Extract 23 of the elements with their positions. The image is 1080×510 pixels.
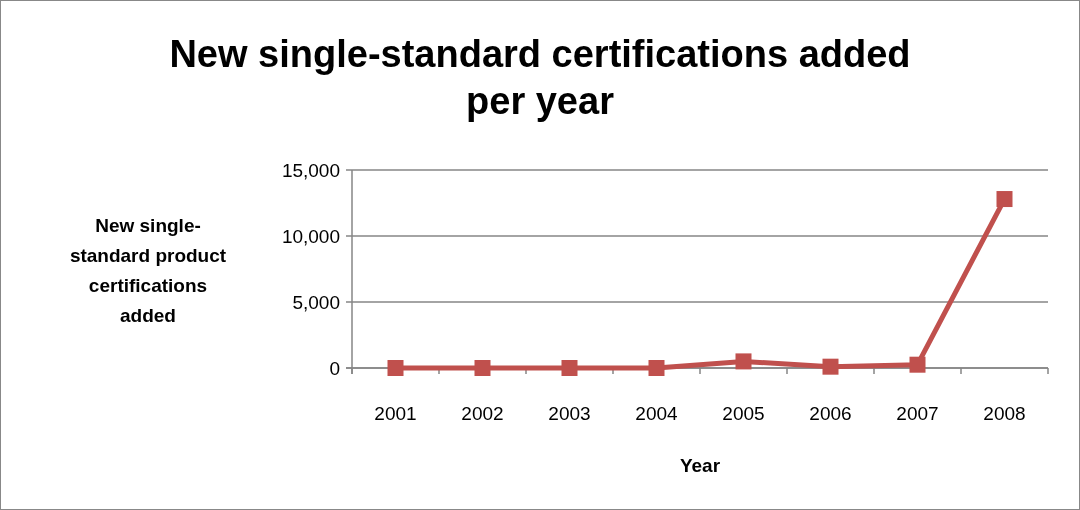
- x-tick-label: 2006: [809, 403, 852, 424]
- x-axis-title: Year: [679, 455, 721, 476]
- point: [387, 360, 404, 376]
- x-tick-label: 2008: [983, 403, 1026, 424]
- point: [648, 360, 665, 376]
- point: [735, 353, 752, 370]
- x-tick-label: 2007: [896, 403, 939, 424]
- x-tick-label: 2001: [374, 403, 417, 424]
- point: [822, 358, 839, 375]
- x-tick-label: 2004: [635, 403, 679, 424]
- point: [909, 356, 926, 373]
- x-tick-label: 2002: [461, 403, 504, 424]
- y-tick-label: 0: [329, 357, 340, 379]
- y-tick-label: 15,000: [281, 159, 340, 181]
- y-axis-title: New single-standard product certifications added: [69, 215, 227, 326]
- x-tick-label: 2003: [548, 403, 591, 424]
- y-tick-label: 5,000: [292, 291, 340, 313]
- chart-title: New single-standard certifications added per year: [169, 33, 911, 122]
- point: [561, 360, 578, 376]
- point: [996, 191, 1013, 208]
- x-tick-label: 2005: [722, 403, 765, 424]
- point: [474, 360, 491, 376]
- y-tick-label: 10,000: [281, 225, 340, 247]
